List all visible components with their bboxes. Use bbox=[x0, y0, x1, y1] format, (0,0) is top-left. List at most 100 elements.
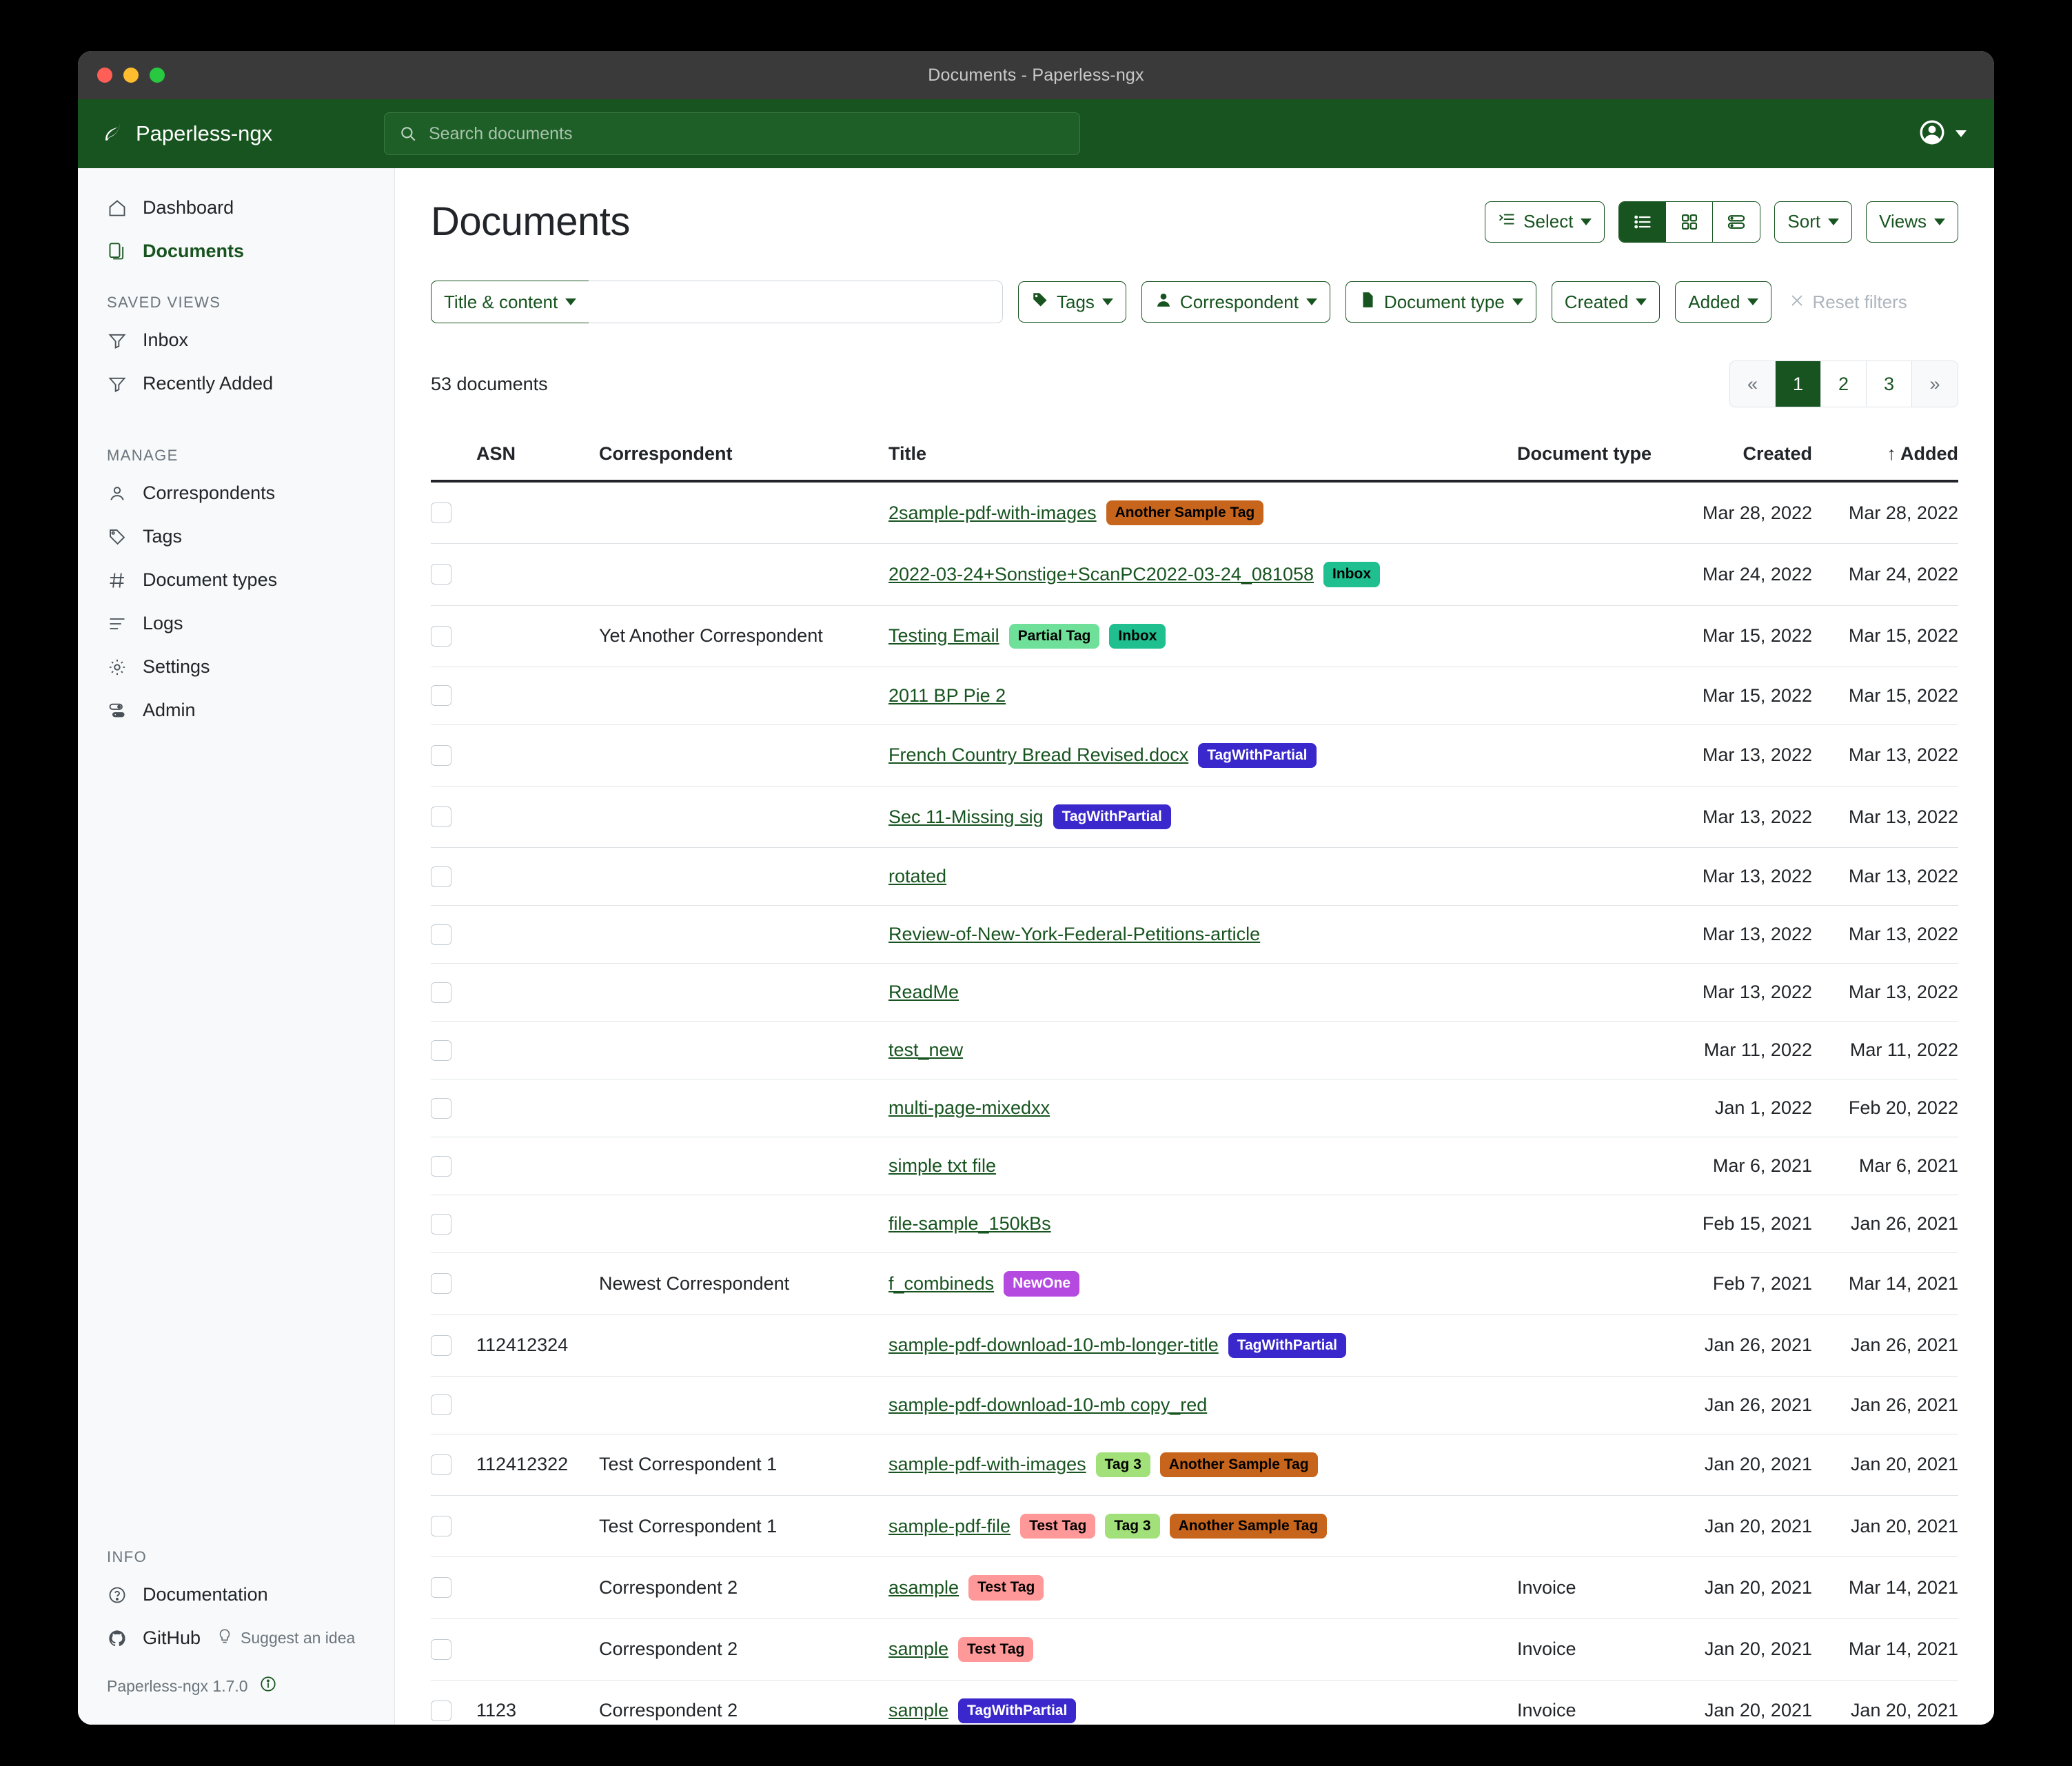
table-row[interactable]: Correspondent 2 asample Test Tag Invoice Jan… bbox=[431, 1556, 1958, 1619]
suggest-an-idea-link[interactable]: Suggest an idea bbox=[216, 1627, 355, 1650]
row-checkbox-cell[interactable] bbox=[431, 481, 476, 545]
row-checkbox-cell[interactable] bbox=[431, 1252, 476, 1315]
cell-correspondent[interactable] bbox=[599, 1021, 888, 1080]
document-tag[interactable]: Inbox bbox=[1109, 623, 1166, 649]
document-tag[interactable]: Tag 3 bbox=[1095, 1452, 1150, 1477]
sidebar-item-github[interactable]: GitHub bbox=[78, 1616, 201, 1660]
cell-correspondent[interactable] bbox=[599, 1376, 888, 1434]
cell-document-type[interactable] bbox=[1517, 481, 1677, 545]
cell-correspondent[interactable]: Test Correspondent 1 bbox=[599, 1495, 888, 1558]
search-input[interactable] bbox=[384, 112, 1080, 155]
cell-document-type[interactable] bbox=[1517, 1252, 1677, 1315]
created-filter-button[interactable]: Created bbox=[1551, 281, 1660, 323]
table-row[interactable]: 112412322 Test Correspondent 1 sample-pdf-… bbox=[431, 1434, 1958, 1496]
document-title-link[interactable]: sample bbox=[888, 1700, 949, 1721]
header-added[interactable]: ↑ Added bbox=[1812, 436, 1958, 483]
cell-document-type[interactable] bbox=[1517, 1195, 1677, 1254]
pagination-next[interactable]: » bbox=[1912, 361, 1958, 407]
sidebar-item-document-types[interactable]: Document types bbox=[78, 558, 394, 602]
user-menu[interactable] bbox=[1918, 119, 1967, 150]
document-type-filter-button[interactable]: Document type bbox=[1345, 281, 1536, 323]
cell-document-type[interactable] bbox=[1517, 1434, 1677, 1496]
cell-document-type[interactable] bbox=[1517, 1079, 1677, 1138]
filter-text-input[interactable] bbox=[589, 281, 1003, 323]
sidebar-item-recently-added[interactable]: Recently Added bbox=[78, 362, 394, 405]
row-checkbox[interactable] bbox=[431, 1334, 451, 1356]
header-document-type[interactable]: Document type bbox=[1517, 436, 1677, 483]
sort-button[interactable]: Sort bbox=[1774, 201, 1853, 243]
document-title-link[interactable]: asample bbox=[888, 1576, 959, 1598]
views-button[interactable]: Views bbox=[1866, 201, 1958, 243]
document-title-link[interactable]: sample-pdf-file bbox=[888, 1515, 1011, 1536]
row-checkbox[interactable] bbox=[431, 1394, 451, 1416]
document-title-link[interactable]: Testing Email bbox=[888, 625, 999, 647]
tags-filter-button[interactable]: Tags bbox=[1018, 281, 1126, 323]
cell-correspondent[interactable]: Correspondent 2 bbox=[599, 1556, 888, 1619]
row-checkbox[interactable] bbox=[431, 806, 451, 828]
document-tag[interactable]: TagWithPartial bbox=[958, 1698, 1077, 1723]
table-row[interactable]: 2sample-pdf-with-images Another Sample Ta… bbox=[431, 481, 1958, 545]
detail-view-button[interactable] bbox=[1713, 201, 1760, 242]
document-title-link[interactable]: Review-of-New-York-Federal-Petitions-art… bbox=[888, 924, 1261, 945]
table-row[interactable]: 2022-03-24+Sonstige+ScanPC2022-03-24_081… bbox=[431, 543, 1958, 606]
row-checkbox-cell[interactable] bbox=[431, 1434, 476, 1496]
cell-document-type[interactable] bbox=[1517, 667, 1677, 725]
document-title-link[interactable]: 2sample-pdf-with-images bbox=[888, 502, 1097, 523]
table-row[interactable]: test_new Mar 11, 2022 Mar 11, 2022 bbox=[431, 1021, 1958, 1080]
grid-view-button[interactable] bbox=[1666, 201, 1714, 242]
row-checkbox-cell[interactable] bbox=[431, 905, 476, 964]
cell-correspondent[interactable] bbox=[599, 481, 888, 545]
table-row[interactable]: sample-pdf-download-10-mb copy_red Jan 26… bbox=[431, 1376, 1958, 1434]
table-row[interactable]: 1123 Correspondent 2 sample TagWithPartial I… bbox=[431, 1680, 1958, 1725]
table-row[interactable]: French Country Bread Revised.docx TagWith… bbox=[431, 724, 1958, 787]
row-checkbox-cell[interactable] bbox=[431, 1195, 476, 1254]
cell-document-type[interactable] bbox=[1517, 847, 1677, 906]
row-checkbox[interactable] bbox=[431, 1638, 451, 1660]
cell-document-type[interactable] bbox=[1517, 963, 1677, 1022]
document-title-link[interactable]: sample-pdf-with-images bbox=[888, 1454, 1086, 1475]
table-row[interactable]: Sec 11-Missing sig TagWithPartial Mar 13, … bbox=[431, 786, 1958, 849]
document-title-link[interactable]: ReadMe bbox=[888, 982, 959, 1003]
pagination-page-2[interactable]: 2 bbox=[1821, 361, 1867, 407]
sidebar-item-admin[interactable]: Admin bbox=[78, 689, 394, 732]
cell-document-type[interactable]: Invoice bbox=[1517, 1556, 1677, 1619]
document-tag[interactable]: Test Tag bbox=[1020, 1514, 1096, 1539]
cell-correspondent[interactable] bbox=[599, 1315, 888, 1377]
document-title-link[interactable]: Sec 11-Missing sig bbox=[888, 806, 1044, 827]
cell-correspondent[interactable]: Newest Correspondent bbox=[599, 1252, 888, 1315]
row-checkbox[interactable] bbox=[431, 982, 451, 1003]
sidebar-item-documents[interactable]: Documents bbox=[78, 230, 394, 273]
cell-correspondent[interactable] bbox=[599, 543, 888, 606]
sidebar-item-inbox[interactable]: Inbox bbox=[78, 318, 394, 362]
row-checkbox-cell[interactable] bbox=[431, 1137, 476, 1196]
header-title[interactable]: Title bbox=[888, 436, 1517, 483]
document-title-link[interactable]: test_new bbox=[888, 1039, 964, 1061]
document-tag[interactable]: Tag 3 bbox=[1105, 1514, 1160, 1539]
cell-correspondent[interactable] bbox=[599, 786, 888, 849]
cell-document-type[interactable] bbox=[1517, 1315, 1677, 1377]
row-checkbox[interactable] bbox=[431, 1454, 451, 1475]
cell-document-type[interactable] bbox=[1517, 1021, 1677, 1080]
cell-document-type[interactable]: Invoice bbox=[1517, 1680, 1677, 1725]
row-checkbox-cell[interactable] bbox=[431, 963, 476, 1022]
document-tag[interactable]: Test Tag bbox=[958, 1636, 1034, 1662]
document-title-link[interactable]: French Country Bread Revised.docx bbox=[888, 744, 1189, 766]
pagination[interactable]: « 1 2 3 » bbox=[1729, 361, 1958, 407]
row-checkbox[interactable] bbox=[431, 744, 451, 766]
document-tag[interactable]: Partial Tag bbox=[1008, 623, 1100, 649]
row-checkbox-cell[interactable] bbox=[431, 1021, 476, 1080]
row-checkbox-cell[interactable] bbox=[431, 605, 476, 667]
table-row[interactable]: 2011 BP Pie 2 Mar 15, 2022 Mar 15, 2022 bbox=[431, 667, 1958, 725]
cell-correspondent[interactable] bbox=[599, 1079, 888, 1138]
row-checkbox[interactable] bbox=[431, 1273, 451, 1295]
sidebar-item-dashboard[interactable]: Dashboard bbox=[78, 186, 394, 230]
row-checkbox-cell[interactable] bbox=[431, 1079, 476, 1138]
document-title-link[interactable]: 2011 BP Pie 2 bbox=[888, 684, 1006, 706]
title-content-dropdown[interactable]: Title & content bbox=[431, 281, 589, 323]
table-row[interactable]: file-sample_150kBs Feb 15, 2021 Jan 26, 20… bbox=[431, 1195, 1958, 1254]
row-checkbox[interactable] bbox=[431, 564, 451, 585]
cell-document-type[interactable] bbox=[1517, 1376, 1677, 1434]
document-tag[interactable]: TagWithPartial bbox=[1053, 804, 1171, 830]
sidebar-item-logs[interactable]: Logs bbox=[78, 602, 394, 645]
cell-document-type[interactable] bbox=[1517, 543, 1677, 606]
